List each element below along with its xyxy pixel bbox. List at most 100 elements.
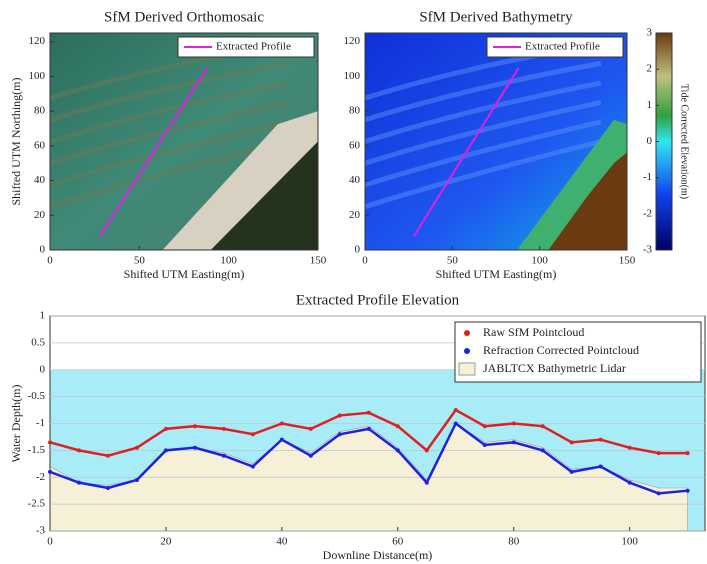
y-tick-label: -1 <box>36 417 45 429</box>
chart-title: SfM Derived Orthomosaic <box>104 9 264 25</box>
point <box>657 451 661 455</box>
point <box>222 427 226 431</box>
x-tick-label: 0 <box>47 255 53 267</box>
point <box>570 440 574 444</box>
y-tick-label: 0.5 <box>31 336 45 348</box>
x-tick-label: 80 <box>508 536 520 548</box>
point <box>599 465 603 469</box>
y-tick-label: 0 <box>355 244 361 256</box>
y-tick-label: 0 <box>40 244 46 256</box>
y-tick-label: 60 <box>34 139 46 151</box>
x-axis-label: Downline Distance(m) <box>323 548 433 562</box>
legend-swatch <box>464 330 470 336</box>
point <box>309 427 313 431</box>
x-tick-label: 100 <box>621 536 638 548</box>
y-tick-label: 100 <box>29 70 46 82</box>
legend-label: Raw SfM Pointcloud <box>483 325 584 339</box>
y-tick-label: 120 <box>29 35 46 47</box>
point <box>628 446 632 450</box>
point <box>657 491 661 495</box>
point <box>106 454 110 458</box>
x-tick-label: 50 <box>134 255 146 267</box>
point <box>512 422 516 426</box>
point <box>396 424 400 428</box>
point <box>628 481 632 485</box>
point <box>570 470 574 474</box>
point <box>367 411 371 415</box>
point <box>512 440 516 444</box>
point <box>164 427 168 431</box>
chart-title: Extracted Profile Elevation <box>296 292 460 308</box>
point <box>396 448 400 452</box>
point <box>222 454 226 458</box>
colorbar-tick-label: -3 <box>643 244 653 256</box>
point <box>106 486 110 490</box>
point <box>77 481 81 485</box>
legend-label: Extracted Profile <box>525 41 600 53</box>
colorbar-tick-label: -1 <box>643 171 652 183</box>
x-tick-label: 20 <box>160 536 172 548</box>
y-tick-label: 60 <box>349 139 361 151</box>
y-tick-label: 1 <box>40 310 46 322</box>
x-tick-label: 150 <box>310 255 327 267</box>
x-tick-label: 40 <box>276 536 288 548</box>
y-tick-label: -2.5 <box>28 498 46 510</box>
y-axis-label: Shifted UTM Northing(m) <box>9 78 23 206</box>
y-tick-label: 100 <box>344 70 361 82</box>
legend-swatch <box>459 363 475 375</box>
y-tick-label: -0.5 <box>28 390 46 402</box>
point <box>338 432 342 436</box>
point <box>338 413 342 417</box>
point <box>541 424 545 428</box>
colorbar-tick-label: 3 <box>647 27 653 39</box>
point <box>541 448 545 452</box>
legend-label: Refraction Corrected Pointcloud <box>483 343 639 357</box>
y-tick-label: 20 <box>349 209 361 221</box>
point <box>193 424 197 428</box>
y-tick-label: 40 <box>349 174 361 186</box>
page: {"chart_data":[ {"type":"image","title":… <box>0 0 707 564</box>
y-tick-label: 20 <box>34 209 46 221</box>
y-tick-label: 0 <box>40 363 46 375</box>
y-tick-label: 80 <box>34 105 46 117</box>
point <box>193 446 197 450</box>
x-axis-label: Shifted UTM Easting(m) <box>124 267 245 281</box>
point <box>48 470 52 474</box>
point <box>309 454 313 458</box>
point <box>251 465 255 469</box>
point <box>454 408 458 412</box>
point <box>164 448 168 452</box>
point <box>77 448 81 452</box>
y-tick-label: -1.5 <box>28 444 46 456</box>
colorbar-tick-label: 0 <box>647 135 653 147</box>
y-tick-label: 80 <box>349 105 361 117</box>
x-tick-label: 100 <box>531 255 548 267</box>
x-tick-label: 0 <box>362 255 368 267</box>
y-tick-label: 120 <box>344 35 361 47</box>
chart-title: SfM Derived Bathymetry <box>419 9 573 25</box>
point <box>599 438 603 442</box>
point <box>48 440 52 444</box>
y-axis-label: Water Depth(m) <box>9 384 23 462</box>
x-tick-label: 100 <box>220 255 237 267</box>
legend-swatch <box>464 348 470 354</box>
x-axis-label: Shifted UTM Easting(m) <box>436 267 557 281</box>
point <box>425 481 429 485</box>
point <box>454 422 458 426</box>
legend-label: JABLTCX Bathymetric Lidar <box>483 361 626 375</box>
y-tick-label: -2 <box>36 471 45 483</box>
y-tick-label: 40 <box>34 174 46 186</box>
point <box>135 446 139 450</box>
y-tick-label: -3 <box>36 525 46 537</box>
point <box>251 432 255 436</box>
colorbar-tick-label: -2 <box>643 207 652 219</box>
point <box>686 451 690 455</box>
point <box>483 443 487 447</box>
colorbar-tick-label: 1 <box>647 99 653 111</box>
x-tick-label: 0 <box>47 536 53 548</box>
point <box>686 489 690 493</box>
x-tick-label: 150 <box>619 255 636 267</box>
figure: Extracted Profile05010015002040608010012… <box>0 0 707 564</box>
point <box>425 448 429 452</box>
x-tick-label: 50 <box>447 255 459 267</box>
